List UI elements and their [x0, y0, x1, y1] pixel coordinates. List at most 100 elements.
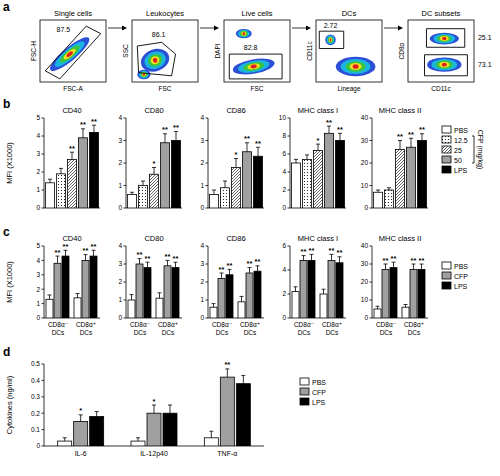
error-bar [322, 289, 326, 294]
subplot-title: MHC class I [298, 234, 338, 243]
bar [254, 271, 261, 318]
density-contour [440, 36, 449, 41]
label-line: CD8α⁺ [158, 321, 178, 328]
y-tick [42, 172, 45, 173]
density-contour [46, 33, 93, 75]
y-tick-label: 2 [36, 168, 40, 175]
x-tick-label: CD8α⁺DCs [158, 321, 178, 336]
y-tick [370, 140, 373, 141]
y-tick-label: 1 [36, 300, 40, 307]
error-bar [225, 369, 229, 377]
label-line: DCs [216, 329, 229, 336]
y-tick [370, 163, 373, 164]
significance: ** [309, 246, 315, 255]
bar [402, 307, 409, 318]
bar [131, 441, 145, 446]
bar [150, 174, 159, 208]
density-contour [243, 32, 245, 35]
density-contour [241, 32, 246, 36]
x-tick-label: CD8α⁻DCs [48, 321, 68, 336]
bars [292, 126, 345, 208]
bar [254, 156, 263, 208]
legend-label: 50 [454, 157, 462, 164]
error-bar [59, 168, 63, 173]
error-bar [376, 190, 380, 192]
bar [128, 300, 135, 318]
plot-frame [224, 20, 290, 82]
bar [303, 159, 312, 208]
legend-label: CFP [454, 273, 468, 280]
error-bar [92, 250, 96, 256]
y-tick-label: 5 [36, 114, 40, 121]
significance: ** [91, 117, 97, 126]
y-tick [124, 118, 127, 119]
y-tick-label: 0 [118, 314, 122, 321]
significance: ** [337, 125, 343, 134]
plot-frame [408, 20, 474, 82]
label-line: DCs [326, 329, 339, 336]
y-tick-label: 4 [36, 132, 40, 139]
x-tick-label: CD8α⁺DCs [404, 321, 424, 336]
x-tick-label: TNF-α [217, 450, 237, 457]
error-bar [223, 181, 227, 188]
y-tick-label: 0 [36, 314, 40, 321]
y-tick [42, 303, 45, 304]
legend-swatch [442, 156, 451, 163]
density-contour [232, 56, 276, 78]
density-contour [346, 61, 366, 72]
bar [147, 413, 161, 446]
label-line: DCs [298, 329, 311, 336]
density-contour [327, 36, 335, 45]
y-tick [42, 274, 45, 275]
y-tick-label: 40 [361, 114, 369, 121]
y-axis-title: MFI (X1000) [5, 142, 14, 184]
density-contour [436, 61, 453, 69]
gate [426, 29, 464, 48]
gate [229, 54, 282, 79]
y-tick [206, 246, 209, 247]
bar [62, 256, 69, 318]
gate [319, 31, 343, 48]
y-tick [206, 300, 209, 301]
legend-label: LPS [454, 167, 468, 174]
y-tick-label: 0 [36, 204, 40, 211]
y-tick [206, 163, 209, 164]
y-tick-label: 3 [200, 137, 204, 144]
error-bar [420, 134, 424, 141]
panel-label: d [3, 345, 10, 359]
axis-label: CD11c [431, 85, 451, 92]
bar [163, 413, 177, 446]
y-tick [288, 270, 291, 271]
y-axis [44, 364, 45, 446]
error-bar [404, 305, 408, 308]
error-bar [392, 262, 396, 267]
label-line: CD8α⁺ [404, 321, 424, 328]
bar [218, 278, 225, 318]
y-tick-label: 20 [361, 159, 369, 166]
plot-frame [132, 20, 198, 82]
x-tick-label: CD8α⁺DCs [240, 321, 260, 336]
legend-label: PBS [454, 263, 468, 270]
y-tick [42, 380, 45, 381]
bars [46, 125, 99, 208]
y-tick [124, 246, 127, 247]
bar [336, 263, 343, 318]
plot-title: DCs [342, 9, 357, 18]
bars [128, 259, 179, 318]
label-line: DCs [134, 329, 147, 336]
error-bar [95, 412, 99, 417]
panel-label: b [3, 97, 10, 111]
density-contour [250, 64, 257, 69]
density [232, 29, 276, 77]
x-tick-label: CD8α⁻DCs [212, 321, 232, 336]
legend-swatch [442, 262, 451, 269]
legend-label: 25 [454, 147, 462, 154]
significance: ** [69, 144, 75, 153]
density-contour [150, 55, 161, 65]
y-tick [42, 318, 45, 319]
density-contour [328, 37, 333, 43]
error-bar [376, 306, 380, 309]
y-tick-label: 10 [279, 114, 287, 121]
density-contour [152, 57, 158, 63]
y-tick-label: 3 [200, 260, 204, 267]
